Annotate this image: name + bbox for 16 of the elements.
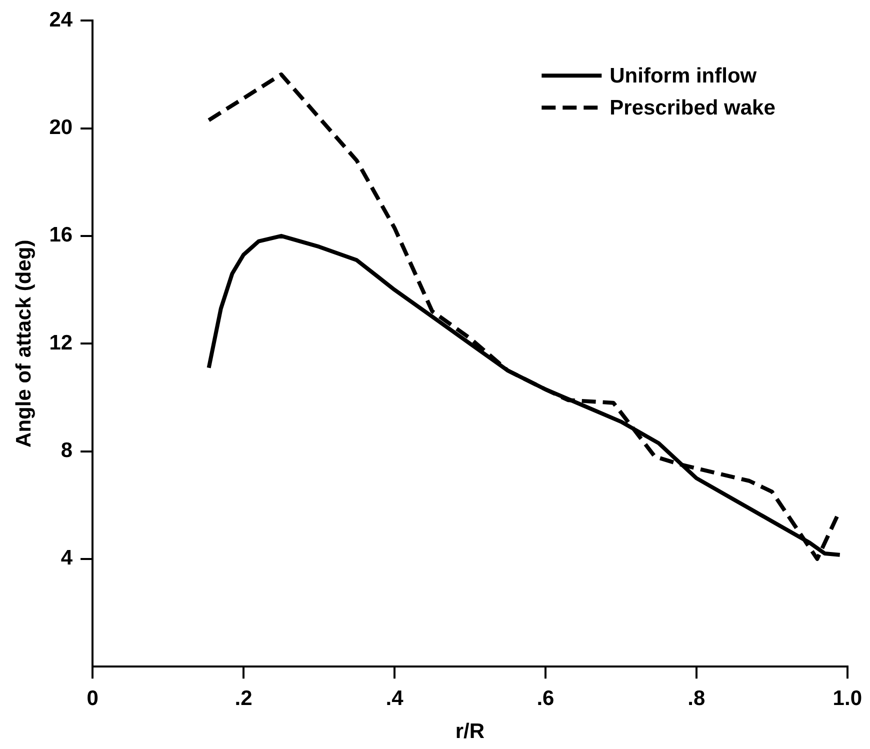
x-tick-label: .4 — [386, 686, 404, 710]
y-tick-label: 12 — [49, 331, 73, 354]
y-tick-label: 20 — [49, 116, 73, 140]
x-tick-label: .6 — [536, 686, 554, 710]
y-tick-label: 8 — [60, 439, 73, 462]
x-axis-title: r/R — [455, 720, 485, 744]
y-tick-label: 24 — [49, 8, 73, 32]
x-tick-label: .8 — [688, 686, 706, 710]
y-tick-label: 16 — [49, 224, 73, 247]
x-tick-label: .2 — [234, 686, 252, 710]
x-tick-label: 1.0 — [832, 686, 862, 710]
legend-label: Prescribed wake — [610, 96, 776, 120]
x-tick-label: 0 — [86, 686, 98, 710]
legend-label: Uniform inflow — [610, 64, 758, 88]
y-tick-label: 4 — [60, 546, 73, 570]
y-axis-title: Angle of attack (deg) — [12, 240, 36, 448]
